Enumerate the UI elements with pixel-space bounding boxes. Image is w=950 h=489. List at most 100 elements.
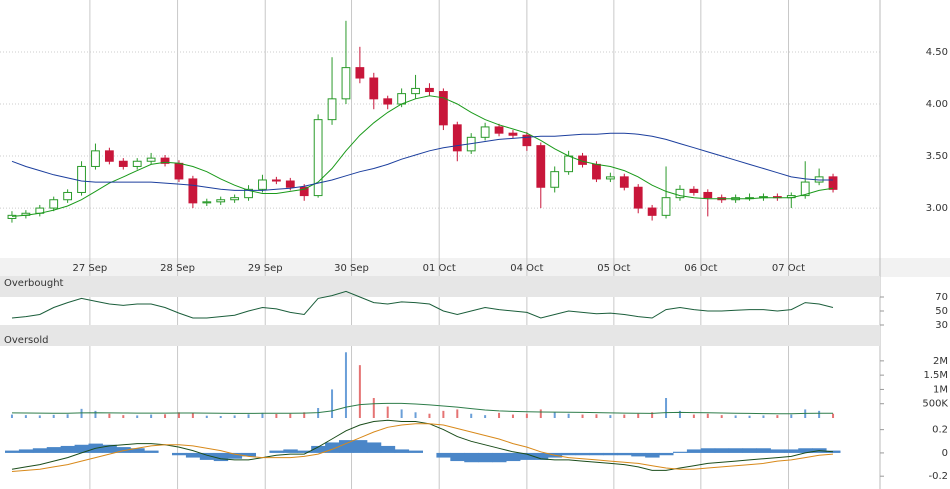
volume-bar — [442, 410, 445, 418]
histogram-bar — [603, 452, 618, 456]
volume-bar — [832, 413, 835, 418]
y-tick-label: 30 — [935, 320, 948, 331]
y-tick-label: 3.00 — [926, 203, 948, 214]
volume-bar — [428, 413, 431, 418]
histogram-bar — [5, 450, 20, 453]
histogram-bar — [464, 452, 479, 463]
histogram-bar — [366, 442, 382, 453]
x-tick-label: 29 Sep — [248, 263, 283, 274]
line — [11, 132, 833, 191]
volume-bar — [24, 415, 27, 418]
histogram-bar — [826, 450, 841, 453]
histogram-bar — [506, 452, 521, 462]
histogram-bar — [227, 452, 243, 459]
volume-bar — [66, 414, 69, 418]
volume-bar — [122, 415, 125, 418]
histogram-bar — [32, 448, 48, 453]
histogram-bar — [394, 449, 410, 453]
histogram-bar — [269, 450, 284, 453]
histogram-bar — [700, 448, 716, 453]
histogram-bar — [172, 452, 187, 456]
y-tick-label: 0.2 — [932, 425, 948, 436]
volume-bar — [790, 414, 793, 418]
volume-bar — [303, 412, 306, 418]
histogram-bar — [74, 444, 89, 453]
volume-bar — [150, 414, 153, 418]
histogram-bar — [686, 449, 702, 453]
candle-body — [494, 126, 504, 134]
candle-body — [91, 150, 100, 167]
volume-bar — [678, 410, 681, 418]
volume-bar — [358, 365, 361, 418]
volume-bar — [205, 415, 208, 418]
y-tick-label: 0 — [942, 448, 948, 459]
line — [11, 95, 834, 217]
histogram-bar — [784, 449, 799, 453]
histogram-bar — [116, 447, 131, 453]
histogram-bar — [102, 444, 117, 453]
candle-body — [355, 67, 365, 79]
volume-bar — [734, 415, 737, 418]
histogram-bar — [519, 452, 535, 460]
histogram-bar — [18, 449, 34, 453]
candle-body — [647, 207, 657, 216]
histogram-bar — [144, 450, 159, 453]
band-label: Overbought — [4, 278, 64, 289]
candle-body — [661, 197, 671, 216]
candle-body — [383, 98, 393, 105]
histogram-bar — [714, 448, 730, 453]
histogram-bar — [617, 452, 632, 456]
volume-bar — [261, 412, 264, 418]
candle-body — [202, 201, 212, 204]
volume-bar — [595, 414, 598, 418]
histogram-bar — [659, 452, 674, 456]
volume-bar — [818, 410, 821, 418]
histogram-bar — [478, 452, 493, 463]
candle-body — [633, 186, 643, 209]
y-tick-label: 2M — [933, 356, 948, 367]
volume-bar — [539, 409, 542, 418]
candle-body — [341, 67, 351, 100]
histogram-bar — [770, 449, 785, 453]
band — [0, 276, 880, 297]
candle-body — [438, 91, 448, 126]
candle-body — [564, 155, 574, 173]
candle-body — [299, 186, 309, 197]
x-tick-label: 30 Sep — [334, 263, 369, 274]
histogram-bar — [450, 452, 465, 462]
volume-bar — [191, 412, 194, 418]
volume-bar — [94, 410, 97, 418]
volume-bar — [720, 415, 723, 418]
y-tick-label: 1.5M — [923, 370, 948, 381]
volume-bar — [525, 413, 528, 418]
volume-bar — [80, 408, 83, 418]
volume-bar — [776, 415, 779, 418]
histogram-bar — [213, 452, 229, 462]
volume-bar — [289, 413, 292, 418]
candle-body — [828, 176, 838, 190]
candle-body — [619, 176, 629, 188]
candle-body — [313, 119, 323, 197]
histogram-bar — [241, 452, 256, 457]
band — [0, 325, 880, 346]
histogram-bar — [130, 448, 145, 453]
volume-bar — [10, 414, 13, 418]
candle-body — [230, 197, 240, 201]
histogram-bar — [339, 440, 354, 453]
candle-body — [258, 179, 267, 190]
x-tick-label: 27 Sep — [73, 263, 108, 274]
volume-bar — [331, 389, 334, 418]
volume-bar — [136, 415, 139, 418]
candle-body — [104, 150, 114, 162]
candle-body — [327, 98, 337, 121]
volume-bar — [470, 413, 473, 418]
candle-body — [536, 145, 546, 188]
y-tick-label: -0.2 — [928, 471, 948, 482]
histogram-bar — [575, 452, 590, 456]
candle-body — [285, 180, 295, 188]
histogram-bar — [728, 448, 744, 453]
histogram-bar — [631, 452, 646, 457]
volume-bar — [414, 412, 417, 418]
volume-bar — [498, 412, 501, 418]
